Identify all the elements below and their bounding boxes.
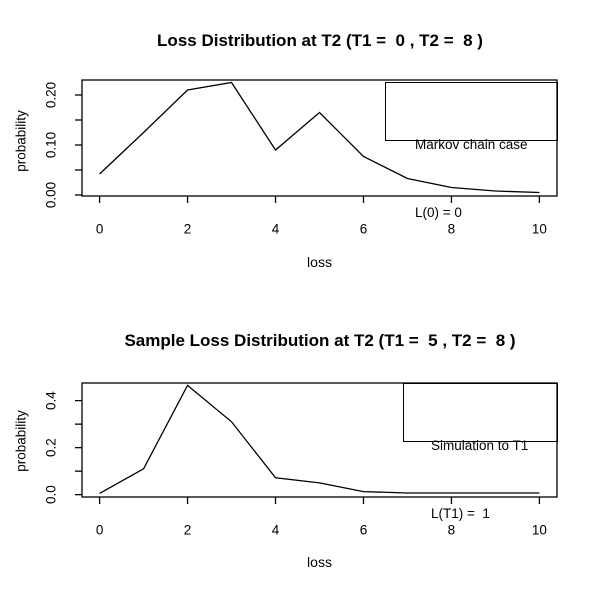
y-tick-label: 0.00 bbox=[44, 182, 59, 208]
x-tick-label: 2 bbox=[184, 222, 192, 237]
x-tick-label: 4 bbox=[272, 523, 280, 538]
x-tick-label: 10 bbox=[532, 523, 547, 538]
series-line bbox=[99, 384, 540, 495]
legend-box: Simulation to T1 L(T1) = 1 bbox=[403, 383, 558, 521]
x-tick-label: 8 bbox=[448, 222, 456, 237]
top-chart: Loss Distribution at T2 (T1 = 0 , T2 = 8… bbox=[14, 31, 558, 270]
y-tick-label: 0.20 bbox=[44, 82, 59, 108]
chart-title: Sample Loss Distribution at T2 (T1 = 5 ,… bbox=[124, 331, 516, 350]
x-tick-label: 0 bbox=[96, 523, 104, 538]
plot-area: 0 2 4 6 8 10 0.00 0.10 0.20 bbox=[44, 79, 558, 237]
series-line bbox=[99, 81, 540, 194]
y-tick-label: 0.4 bbox=[44, 391, 59, 410]
plot-area: 0 2 4 6 8 10 0.0 0.2 0.4 bbox=[44, 382, 558, 538]
x-axis-label: loss bbox=[307, 254, 332, 270]
legend-line-2: L(0) = 0 bbox=[415, 204, 462, 220]
x-tick-label: 2 bbox=[184, 523, 192, 538]
x-tick-label: 6 bbox=[360, 222, 368, 237]
legend-line-1: Simulation to T1 bbox=[431, 438, 529, 453]
y-tick-label: 0.2 bbox=[44, 438, 59, 457]
x-tick-label: 6 bbox=[360, 523, 368, 538]
legend-box: Markov chain case L(0) = 0 bbox=[385, 82, 558, 220]
x-tick-label: 10 bbox=[532, 222, 547, 237]
chart-title: Loss Distribution at T2 (T1 = 0 , T2 = 8… bbox=[157, 31, 483, 50]
plot-box bbox=[81, 79, 558, 197]
bottom-chart: Sample Loss Distribution at T2 (T1 = 5 ,… bbox=[0, 300, 600, 600]
x-tick-label: 4 bbox=[272, 222, 280, 237]
legend-line-1: Markov chain case bbox=[415, 137, 528, 152]
legend-line-2: L(T1) = 1 bbox=[431, 505, 490, 521]
x-tick-label: 8 bbox=[448, 523, 456, 538]
y-tick-label: 0.0 bbox=[44, 485, 59, 504]
y-tick-label: 0.10 bbox=[44, 132, 59, 158]
x-axis-label: loss bbox=[307, 554, 332, 570]
x-tick-label: 0 bbox=[96, 222, 104, 237]
plot-box bbox=[81, 382, 558, 498]
